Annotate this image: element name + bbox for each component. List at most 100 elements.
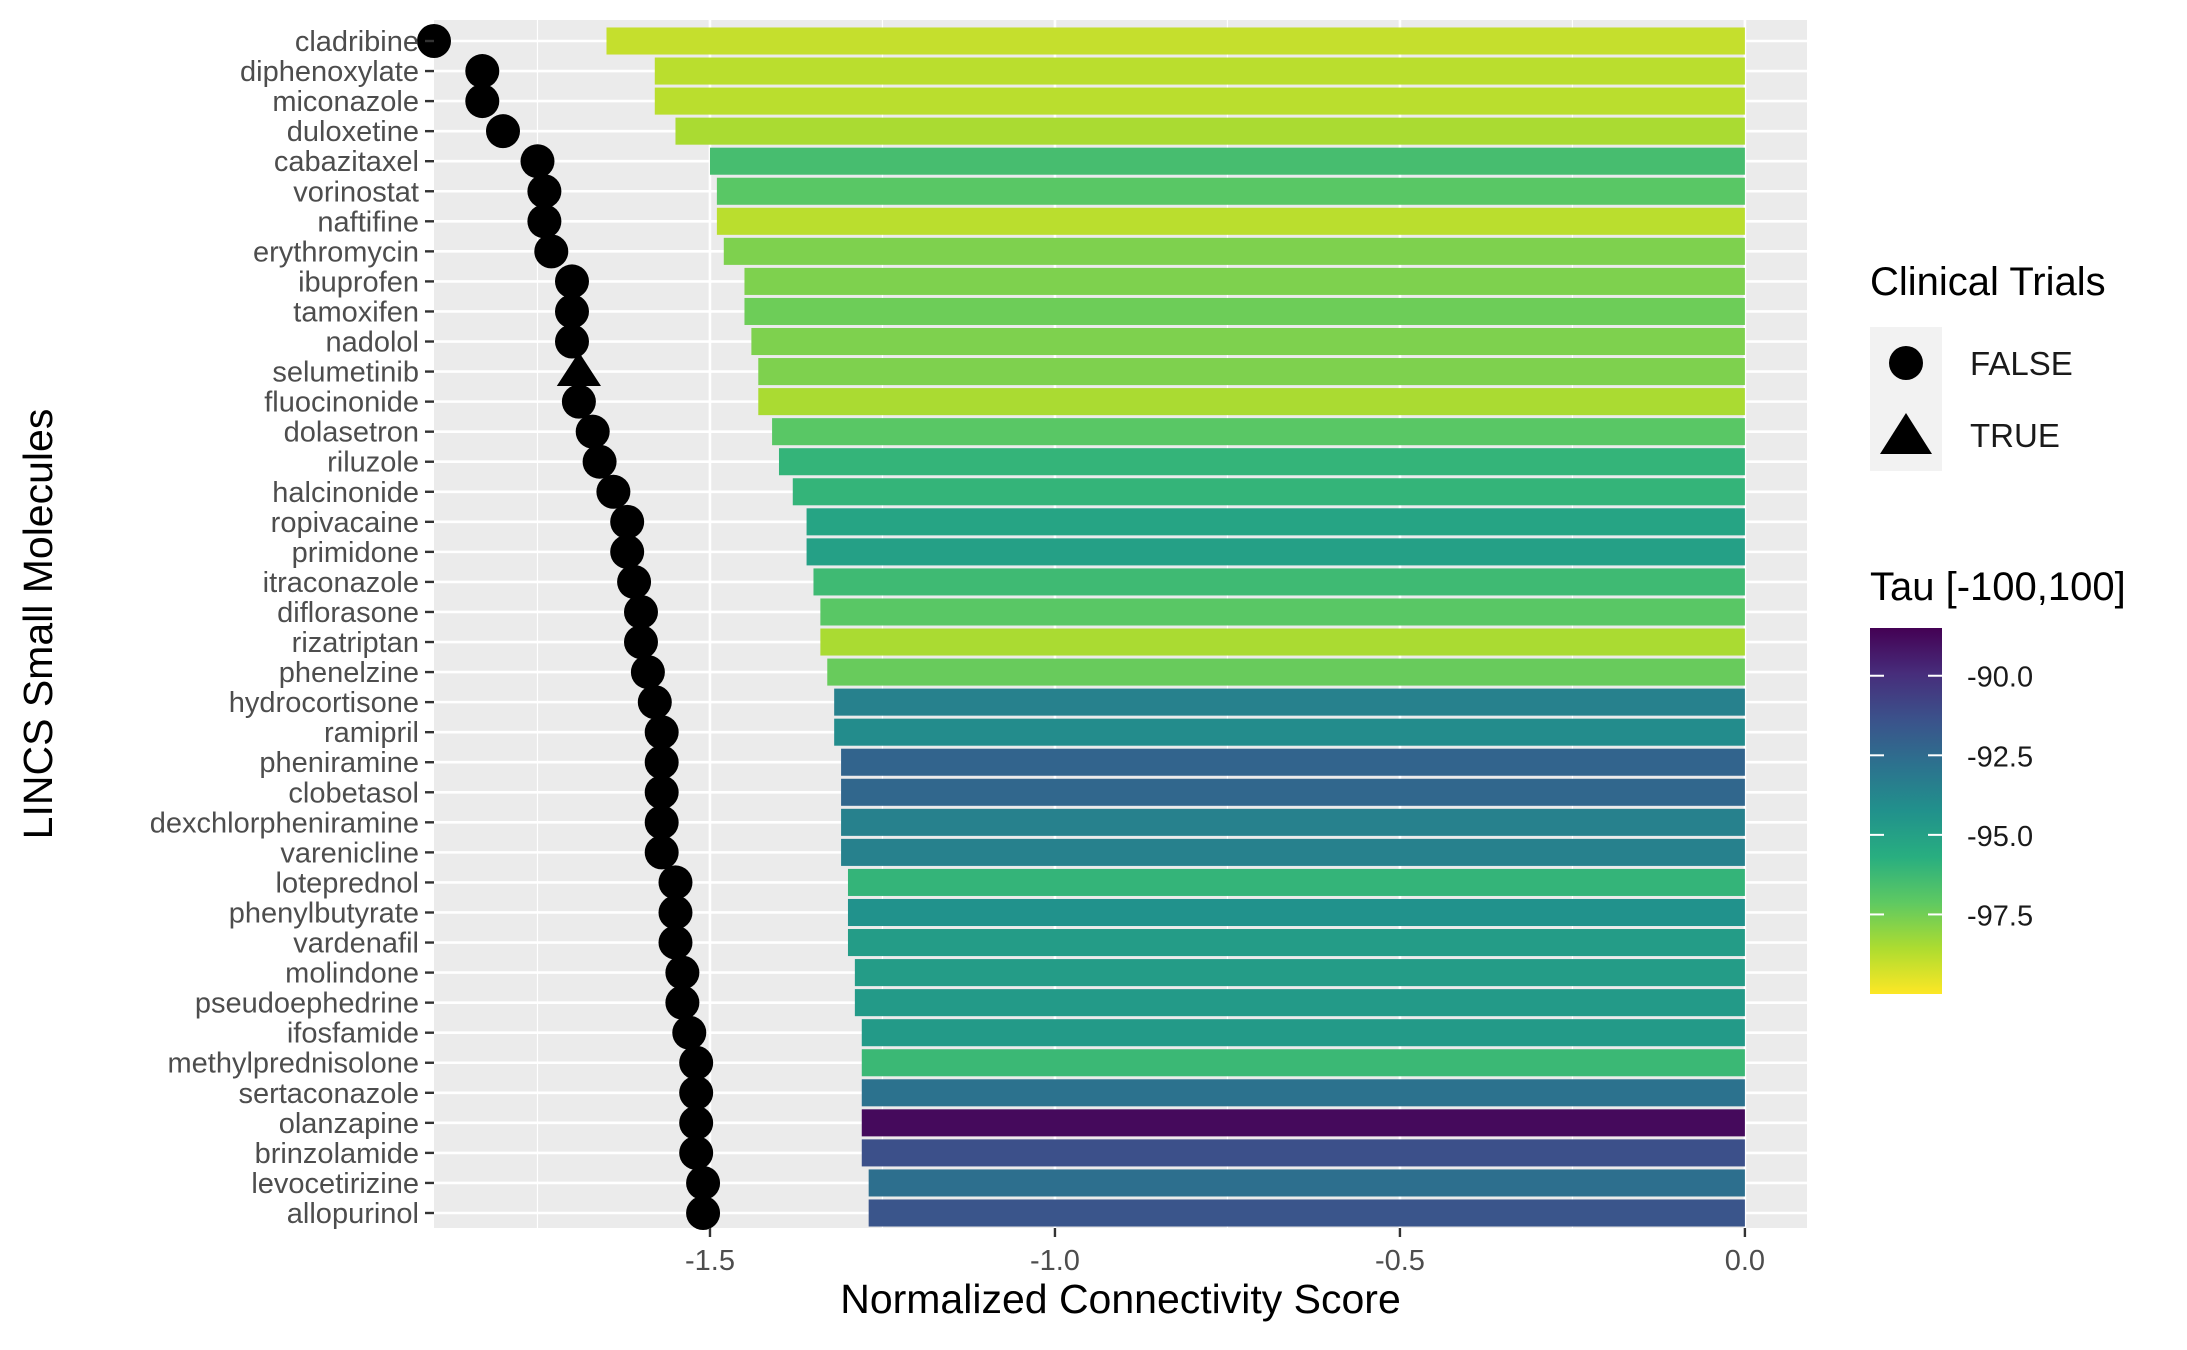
x-tick-label: -1.5 <box>685 1245 735 1277</box>
point-circle <box>644 715 679 750</box>
y-tick-label: selumetinib <box>272 357 419 389</box>
y-tick-label: ramipril <box>324 717 419 749</box>
bar <box>758 388 1745 416</box>
bar <box>847 898 1745 927</box>
bar <box>841 838 1745 866</box>
bar <box>792 478 1745 506</box>
bars <box>606 27 1745 1227</box>
y-tick-label: erythromycin <box>253 236 419 268</box>
bar <box>675 117 1745 145</box>
x-tick-label: 0.0 <box>1725 1245 1765 1277</box>
bar <box>806 538 1745 566</box>
y-tick-label: duloxetine <box>287 116 419 148</box>
x-axis-title: Normalized Connectivity Score <box>840 1276 1401 1322</box>
point-circle <box>554 294 589 329</box>
bar <box>606 27 1745 55</box>
y-tick-label: dolasetron <box>284 417 419 449</box>
y-tick-label: phenylbutyrate <box>229 897 419 929</box>
bar <box>868 1199 1745 1227</box>
colorbar-tick-label: -97.5 <box>1967 900 2033 932</box>
y-tick-label: pseudoephedrine <box>195 988 419 1020</box>
colorbar-tick-label: -92.5 <box>1967 741 2033 773</box>
y-tick-label: molindone <box>285 958 419 990</box>
legend-tau-title: Tau [-100,100] <box>1870 565 2126 609</box>
point-circle <box>527 204 562 239</box>
point-circle <box>485 114 520 149</box>
point-circle <box>554 324 589 359</box>
point-circle <box>617 564 652 599</box>
bar <box>778 448 1745 476</box>
point-circle <box>679 1135 714 1170</box>
y-tick-label: nadolol <box>325 327 419 359</box>
legend-triangle-icon <box>1880 413 1932 454</box>
y-axis-title: LINCS Small Molecules <box>15 409 61 840</box>
point-circle <box>465 84 500 119</box>
colorbar-tick-label: -90.0 <box>1967 662 2033 694</box>
bar <box>716 207 1745 235</box>
point-circle <box>644 835 679 870</box>
bar <box>834 718 1745 746</box>
legend-clinical-trials: Clinical Trials FALSE TRUE <box>1870 260 2106 471</box>
point-triangle <box>556 352 601 387</box>
point-circle <box>610 534 645 569</box>
point-circle <box>582 444 617 479</box>
bar <box>868 1169 1745 1197</box>
point-circle <box>686 1165 721 1200</box>
y-tick-label: levocetirizine <box>251 1168 419 1200</box>
point-circle <box>575 414 610 449</box>
bar <box>841 808 1745 836</box>
y-tick-label: olanzapine <box>279 1108 419 1140</box>
point-circle <box>672 1015 707 1050</box>
x-tick-label: -1.0 <box>1030 1245 1080 1277</box>
bar <box>854 959 1745 987</box>
y-tick-label: tamoxifen <box>293 296 419 328</box>
bar <box>861 1109 1745 1137</box>
bar <box>806 508 1745 536</box>
legend-colorbar <box>1870 628 1942 994</box>
point-circle <box>679 1045 714 1080</box>
bar <box>834 688 1745 716</box>
y-tick-label: diflorasone <box>277 597 419 629</box>
y-tick-label: loteprednol <box>276 867 420 899</box>
y-tick-label: halcinonide <box>272 477 419 509</box>
bar <box>847 868 1745 896</box>
point-circle <box>465 54 500 89</box>
bar <box>758 358 1745 386</box>
bar <box>723 237 1745 265</box>
bar <box>744 297 1745 325</box>
y-tick-label: riluzole <box>327 447 419 479</box>
y-tick-label: ibuprofen <box>298 266 419 298</box>
legend-label-true: TRUE <box>1970 417 2060 454</box>
bar <box>716 177 1745 205</box>
y-tick-label: clobetasol <box>288 777 419 809</box>
point-circle <box>658 925 693 960</box>
y-tick-label: rizatriptan <box>292 627 419 659</box>
point-circle <box>520 144 555 179</box>
bar <box>744 267 1745 295</box>
y-axis: cladribinediphenoxylatemiconazoleduloxet… <box>150 26 434 1230</box>
y-tick-label: sertaconazole <box>238 1078 419 1110</box>
point-circle <box>665 955 700 990</box>
point-circle <box>623 625 658 660</box>
point-circle <box>679 1105 714 1140</box>
point-circle <box>679 1075 714 1110</box>
point-circle <box>527 174 562 209</box>
y-tick-label: varenicline <box>280 837 419 869</box>
y-tick-label: vorinostat <box>293 176 419 208</box>
y-tick-label: ropivacaine <box>271 507 419 539</box>
point-circle <box>644 775 679 810</box>
y-tick-label: hydrocortisone <box>229 687 419 719</box>
y-tick-label: allopurinol <box>287 1198 419 1230</box>
y-tick-label: methylprednisolone <box>168 1048 419 1080</box>
bar <box>772 418 1745 446</box>
point-circle <box>534 234 569 269</box>
y-tick-label: fluocinonide <box>264 387 419 419</box>
bar <box>841 778 1745 806</box>
point-circle <box>686 1196 721 1230</box>
bar <box>813 568 1745 596</box>
y-tick-label: pheniramine <box>259 747 419 779</box>
point-circle <box>665 985 700 1020</box>
points <box>417 24 721 1230</box>
point-circle <box>596 474 631 509</box>
